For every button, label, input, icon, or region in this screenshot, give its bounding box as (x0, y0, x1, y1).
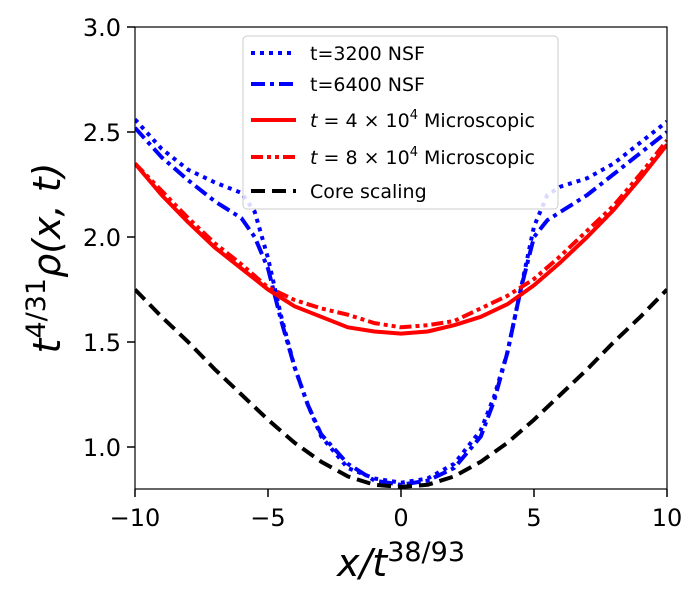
series-line-t-6400-nsf (135, 126, 667, 487)
y-tick-label: 1.0 (83, 434, 121, 462)
x-axis-label: x/t38/93 (336, 537, 465, 585)
legend-frame (242, 35, 559, 210)
x-tick-label: 10 (652, 504, 683, 532)
x-tick-label: 0 (393, 504, 408, 532)
y-tick-label: 3.0 (83, 14, 121, 42)
legend: t=3200 NSF t=6400 NSF t = 4 × 104 Microsco… (242, 35, 559, 210)
series-line-t-4-10-4-microscopic (135, 143, 667, 336)
series-line-t-3200-nsf (135, 118, 667, 485)
legend-label-t-4-10-4-microscopic: t = 4 × 104 Microscopic (310, 108, 535, 132)
y-tick-label: 2.5 (83, 119, 121, 147)
series-line-core-scaling (135, 288, 667, 489)
y-tick-label: 2.0 (83, 224, 121, 252)
legend-label-t-3200-nsf: t=3200 NSF (310, 43, 425, 65)
series-line-t-8-10-4-microscopic (135, 139, 667, 330)
x-tick-label: 5 (526, 504, 541, 532)
x-axis-ticks: −10 −5 0 5 10 (110, 489, 683, 532)
y-tick-label: 1.5 (83, 329, 121, 357)
x-tick-label: −10 (110, 504, 161, 532)
legend-label-core-scaling: Core scaling (310, 181, 427, 203)
legend-label-t-8-10-4-microscopic: t = 8 × 104 Microscopic (310, 145, 535, 169)
plot-lines (135, 118, 667, 489)
y-axis-ticks: 1.0 1.5 2.0 2.5 3.0 (83, 14, 135, 462)
legend-label-t-6400-nsf: t=6400 NSF (310, 74, 425, 96)
x-tick-label: −5 (250, 504, 285, 532)
y-axis-label: t4/31ρ(x, t) (21, 163, 69, 354)
